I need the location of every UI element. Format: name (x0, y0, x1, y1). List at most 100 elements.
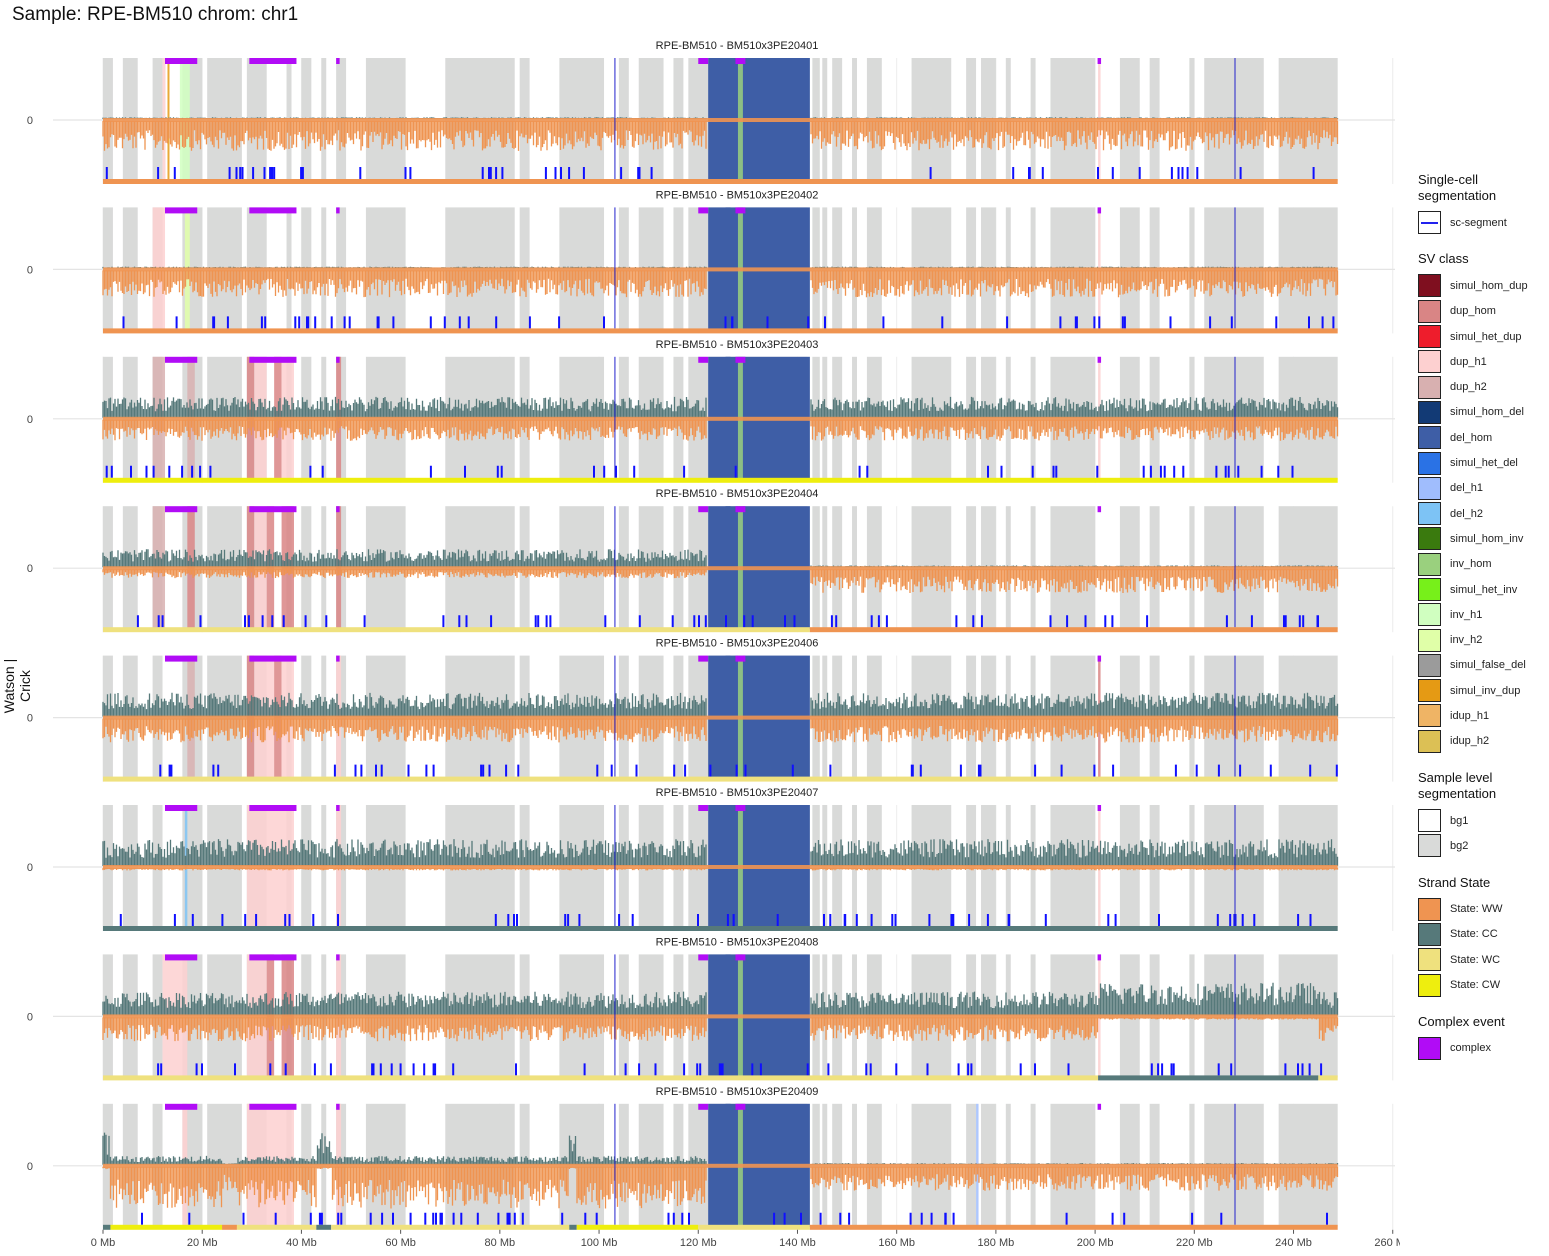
legend-swatch (1418, 451, 1441, 475)
legend-group: Single-cell segmentation sc-segment (1418, 172, 1546, 235)
legend-label: State: WC (1450, 953, 1501, 966)
cell-panel: RPE-BM510 - BM510x3PE20407 0 (27, 787, 1395, 931)
y-tick-label: 0 (27, 264, 33, 276)
sc-segment-breaks (105, 167, 1315, 179)
legend-item: simul_hom_del (1418, 400, 1546, 425)
sc-segment-breaks (136, 615, 1319, 628)
legend-item: State: CC (1418, 922, 1546, 947)
complex-marker (735, 1103, 746, 1110)
x-tick-label: 120 Mb (680, 1237, 717, 1249)
complex-marker (1097, 805, 1102, 811)
legend-label: inv_h1 (1450, 608, 1483, 621)
crick-read-bars (102, 419, 1339, 441)
legend-item: sc-segment (1418, 210, 1546, 235)
y-tick-label: 0 (27, 1161, 33, 1173)
complex-marker (735, 655, 746, 662)
complex-marker (249, 954, 297, 961)
cell-panel: RPE-BM510 - BM510x3PE20404 0 (27, 488, 1395, 633)
x-tick-label: 140 Mb (779, 1237, 816, 1249)
legend-swatch (1418, 274, 1441, 298)
legend-label: dup_h2 (1450, 381, 1487, 394)
complex-marker (165, 1103, 198, 1110)
cell-panel: RPE-BM510 - BM510x3PE20401 0 (27, 40, 1395, 184)
complex-marker (698, 58, 709, 64)
crick-read-bars (102, 270, 1339, 298)
x-tick-label: 60 Mb (385, 1237, 416, 1249)
legend-item: State: WW (1418, 897, 1546, 922)
complex-marker (1097, 58, 1102, 64)
complex-marker (1097, 1103, 1102, 1110)
legend-label: sc-segment (1450, 216, 1507, 229)
legend-swatch (1418, 897, 1441, 921)
legend-item: bg2 (1418, 833, 1546, 858)
complex-marker (1097, 506, 1102, 513)
legend-item: del_h1 (1418, 476, 1546, 501)
complex-marker (165, 58, 198, 64)
legend-swatch (1418, 679, 1441, 703)
y-tick-label: 0 (27, 1011, 33, 1023)
legend-group: SV class simul_hom_dup dup_hom simul_het_du… (1418, 251, 1546, 754)
legend-swatch (1418, 834, 1441, 858)
legend-label: simul_hom_dup (1450, 279, 1528, 292)
legend-group: Complex event complex (1418, 1014, 1546, 1061)
legend-item: State: CW (1418, 972, 1546, 997)
legend-label: dup_hom (1450, 305, 1496, 318)
legend-swatch (1418, 809, 1441, 833)
panel-title: RPE-BM510 - BM510x3PE20409 (656, 1086, 819, 1098)
complex-marker (249, 356, 297, 363)
y-tick-label: 0 (27, 713, 33, 725)
x-tick-label: 180 Mb (978, 1237, 1015, 1249)
sc-segment-breaks (159, 764, 1338, 777)
legend-label: inv_hom (1450, 558, 1492, 571)
strand-state-cc (316, 1224, 332, 1230)
legend-title: Sample level segmentation (1418, 769, 1497, 801)
complex-marker (249, 655, 297, 662)
complex-marker (165, 954, 198, 961)
cell-panel: RPE-BM510 - BM510x3PE20403 0 (27, 339, 1395, 483)
watson-read-bars (102, 982, 1339, 1016)
sc-segment-breaks (105, 465, 1294, 478)
legend-label: simul_het_inv (1450, 583, 1518, 596)
legend-item: del_h2 (1418, 501, 1546, 526)
complex-marker (249, 207, 297, 214)
legend-label: inv_h2 (1450, 634, 1483, 647)
complex-marker (336, 506, 340, 513)
baseline-band (103, 416, 1338, 421)
x-tick-label: 0 Mb (91, 1237, 115, 1249)
legend-swatch (1418, 552, 1441, 576)
legend-swatch (1418, 502, 1441, 526)
strand-state-wc (103, 1075, 1099, 1081)
complex-marker (165, 655, 198, 662)
sc-segment-breaks (122, 316, 1335, 329)
complex-marker (249, 1103, 297, 1110)
complex-marker (336, 356, 340, 363)
cell-panel: RPE-BM510 - BM510x3PE20406 0 (27, 638, 1395, 782)
panel-title: RPE-BM510 - BM510x3PE20406 (656, 638, 819, 650)
legend-swatch (1418, 375, 1441, 399)
legend-label: del_hom (1450, 431, 1493, 444)
strand-state-wc (236, 1224, 317, 1230)
legend-title: SV class (1418, 251, 1469, 267)
complex-marker (165, 506, 198, 513)
legend-title: Single-cell segmentation (1418, 172, 1497, 203)
legend-item: inv_hom (1418, 552, 1546, 577)
legend-item: del_hom (1418, 425, 1546, 450)
legend-swatch (1418, 729, 1441, 753)
complex-marker (735, 207, 746, 214)
strand-state-wc (103, 627, 810, 633)
baseline-band (103, 267, 1338, 272)
complex-marker (1097, 207, 1102, 214)
x-tick-label: 100 Mb (581, 1237, 618, 1249)
legend-label: idup_h1 (1450, 709, 1490, 722)
legend-label: State: WW (1450, 903, 1503, 916)
complex-marker (698, 655, 709, 662)
x-tick-label: 240 Mb (1275, 1237, 1312, 1249)
complex-marker (735, 356, 746, 363)
complex-marker (249, 506, 297, 513)
strand-state-wc (103, 776, 1338, 782)
legend-item: simul_hom_inv (1418, 526, 1546, 551)
legend-swatch (1418, 948, 1441, 972)
complex-marker (698, 954, 709, 961)
y-tick-label: 0 (27, 862, 33, 874)
legend-item: dup_h1 (1418, 349, 1546, 374)
